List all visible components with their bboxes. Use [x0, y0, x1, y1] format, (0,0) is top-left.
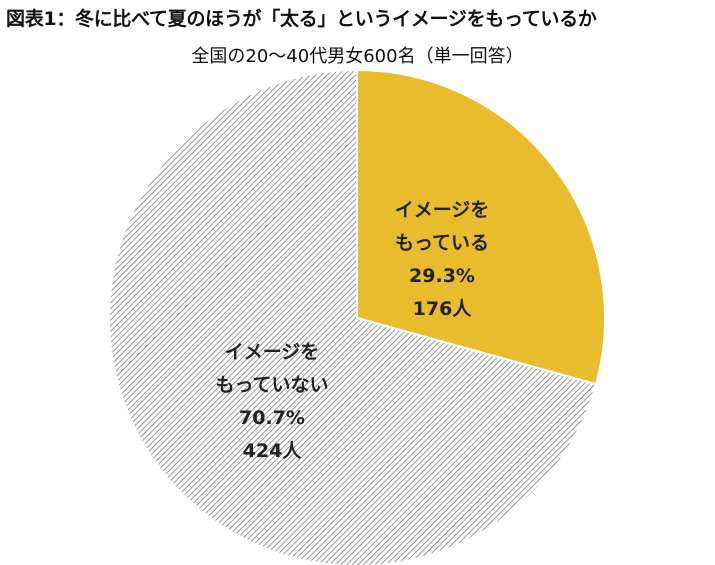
slice-label-line1-2: イメージを	[225, 341, 320, 363]
pie-slice-1	[356, 68, 606, 386]
slice-percent-label-1: 29.3%	[409, 265, 475, 287]
pie-slices	[108, 68, 606, 565]
slice-label-line2-2: もっていない	[215, 374, 328, 396]
chart-subtitle: 全国の20〜40代男女600名（単一回答）	[191, 46, 524, 67]
slice-percent-label-2: 70.7%	[239, 407, 305, 429]
slice-label-line1-1: イメージを	[395, 199, 490, 221]
pie-slice-2	[108, 68, 598, 565]
slice-count-label-1: 176人	[413, 298, 473, 320]
chart-title: 図表1：冬に比べて夏のほうが「太る」というイメージをもっているか	[6, 8, 597, 30]
slice-label-line2-1: もっている	[395, 232, 489, 254]
slice-count-label-2: 424人	[243, 440, 303, 462]
